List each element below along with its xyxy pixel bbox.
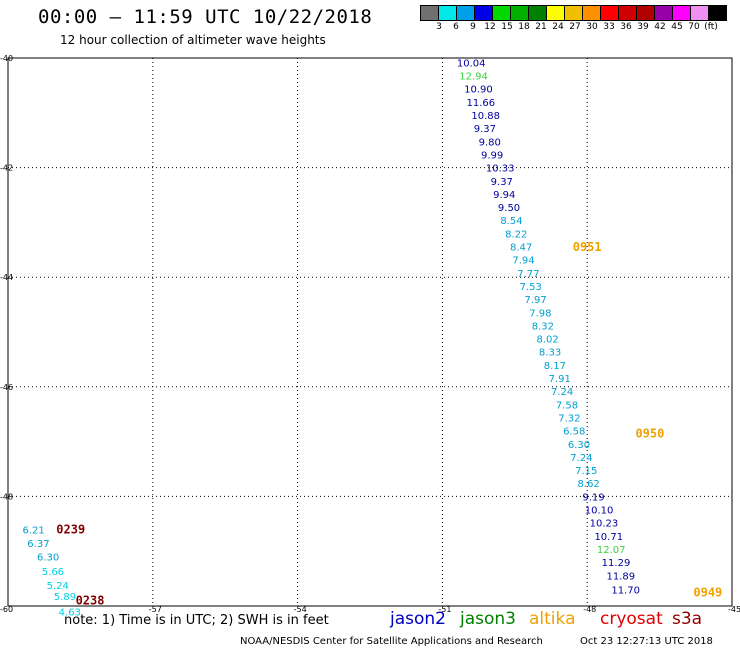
x-tick-label: -57 xyxy=(149,605,162,614)
plot-frame xyxy=(7,57,733,607)
pass-time-label: 0951 xyxy=(573,240,602,254)
pass-time-label: 0238 xyxy=(76,594,105,608)
x-tick-label: -54 xyxy=(294,605,307,614)
legend-item-jason3: jason3 xyxy=(460,609,516,629)
pass-time-label: 0239 xyxy=(56,522,85,536)
colorbar-label: (ft) xyxy=(704,22,718,32)
wave-height-value: 7.98 xyxy=(529,308,551,319)
x-tick-label: -48 xyxy=(583,605,596,614)
wave-height-value: 7.94 xyxy=(512,256,534,267)
wave-height-value: 9.80 xyxy=(479,137,501,148)
wave-height-value: 9.37 xyxy=(474,124,496,135)
y-tick-label: -40 xyxy=(0,54,13,63)
chart-subtitle: 12 hour collection of altimeter wave hei… xyxy=(60,33,326,47)
wave-height-value: 8.17 xyxy=(544,361,566,372)
wave-height-value: 7.32 xyxy=(558,413,580,424)
colorbar-label: 12 xyxy=(484,22,496,32)
legend-item-cryosat: cryosat xyxy=(600,609,663,629)
wave-height-value: 7.77 xyxy=(517,269,539,280)
y-tick-label: -44 xyxy=(0,273,13,282)
wave-height-value: 11.29 xyxy=(602,558,631,569)
wave-height-value: 11.70 xyxy=(611,586,640,597)
wave-height-value: 10.71 xyxy=(594,532,623,543)
wave-height-value: 5.89 xyxy=(54,592,76,603)
wave-height-value: 8.33 xyxy=(539,348,561,359)
y-tick-label: -48 xyxy=(0,492,13,501)
wave-height-value: 7.91 xyxy=(549,374,571,385)
x-tick-label: -45 xyxy=(728,605,740,614)
pass-time-label: 0950 xyxy=(635,426,664,440)
wave-height-value: 10.88 xyxy=(471,111,500,122)
wave-height-value: 9.19 xyxy=(582,492,604,503)
wave-height-value: 7.15 xyxy=(575,466,597,477)
colorbar-label: 9 xyxy=(470,22,476,32)
wave-height-value: 8.22 xyxy=(505,229,527,240)
wave-height-value: 9.94 xyxy=(493,190,515,201)
colorbar-label: 30 xyxy=(586,22,598,32)
pass-time-label: 0949 xyxy=(693,585,722,599)
colorbar-label: 39 xyxy=(637,22,649,32)
x-tick-label: -51 xyxy=(438,605,451,614)
wave-height-value: 5.24 xyxy=(47,581,69,592)
colorbar-label: 45 xyxy=(671,22,683,32)
wave-height-value: 9.99 xyxy=(481,150,503,161)
colorbar-label: 70 xyxy=(688,22,700,32)
wave-height-value: 6.21 xyxy=(22,525,44,536)
wave-height-value: 7.53 xyxy=(520,282,542,293)
colorbar-label: 21 xyxy=(535,22,547,32)
x-tick-label: -60 xyxy=(0,605,13,614)
wave-height-value: 8.62 xyxy=(578,479,600,490)
legend-item-altika: altika xyxy=(529,609,576,629)
wave-height-value: 10.90 xyxy=(464,85,493,96)
wave-height-value: 4.63 xyxy=(59,607,81,618)
wave-height-value: 10.23 xyxy=(590,519,619,530)
wave-height-value: 8.54 xyxy=(500,216,522,227)
colorbar-label: 33 xyxy=(603,22,615,32)
colorbar-label: 15 xyxy=(501,22,513,32)
colorbar-label: 36 xyxy=(620,22,632,32)
wave-height-value: 8.32 xyxy=(532,321,554,332)
wave-height-value: 12.07 xyxy=(597,545,626,556)
wave-height-value: 7.24 xyxy=(551,387,573,398)
footer-timestamp: Oct 23 12:27:13 UTC 2018 xyxy=(580,636,713,647)
y-tick-label: -46 xyxy=(0,383,13,392)
wave-height-value: 12.94 xyxy=(459,72,488,83)
wave-height-value: 9.37 xyxy=(491,177,513,188)
colorbar-label: 24 xyxy=(552,22,564,32)
wave-height-value: 7.97 xyxy=(524,295,546,306)
colorbar-labels: 3 6 9 12 15 18 21 24 27 30 33 36 39 42 45 70 (ft) xyxy=(421,22,740,34)
colorbar-label: 42 xyxy=(654,22,666,32)
wave-height-value: 10.10 xyxy=(585,506,614,517)
colorbar-swatch xyxy=(708,5,727,21)
wave-height-value: 7.58 xyxy=(556,400,578,411)
wave-height-value: 6.58 xyxy=(563,427,585,438)
legend-item-s3a: s3a xyxy=(672,609,703,629)
wave-height-value: 10.33 xyxy=(486,164,515,175)
wave-height-value: 6.30 xyxy=(568,440,590,451)
wave-height-value: 6.37 xyxy=(27,539,49,550)
colorbar xyxy=(420,5,727,21)
y-tick-label: -42 xyxy=(0,164,13,173)
note-text: note: 1) Time is in UTC; 2) SWH is in fe… xyxy=(64,613,329,628)
wave-height-value: 8.47 xyxy=(510,243,532,254)
wave-height-value: 5.66 xyxy=(42,567,64,578)
wave-height-value: 11.66 xyxy=(467,98,496,109)
chart-title: 00:00 – 11:59 UTC 10/22/2018 xyxy=(38,6,373,28)
wave-height-value: 7.24 xyxy=(570,453,592,464)
footer-credit: NOAA/NESDIS Center for Satellite Applica… xyxy=(240,636,543,647)
colorbar-label: 3 xyxy=(436,22,442,32)
wave-height-value: 11.89 xyxy=(607,571,636,582)
colorbar-label: 6 xyxy=(453,22,459,32)
wave-height-value: 9.50 xyxy=(498,203,520,214)
legend-item-jason2: jason2 xyxy=(390,609,446,629)
colorbar-label: 18 xyxy=(518,22,530,32)
colorbar-label: 27 xyxy=(569,22,581,32)
wave-height-value: 10.04 xyxy=(457,58,486,69)
wave-height-value: 8.02 xyxy=(537,335,559,346)
wave-height-value: 6.30 xyxy=(37,553,59,564)
